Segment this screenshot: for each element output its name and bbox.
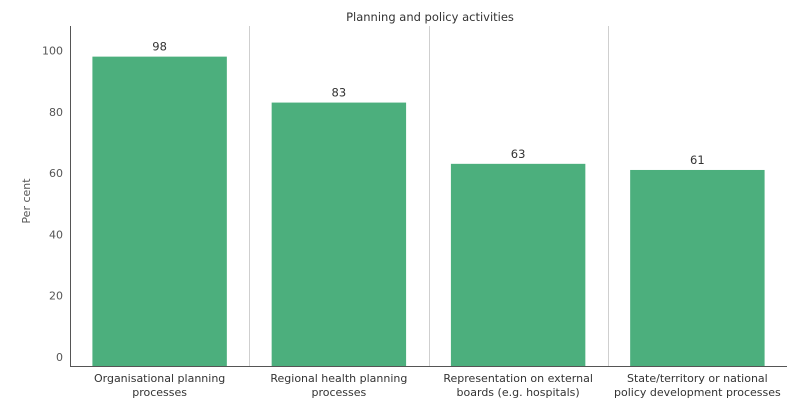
bar-value-label: 63 — [511, 147, 526, 161]
y-tick-label: 100 — [42, 45, 63, 58]
y-axis-ticks: 0 20 40 60 80 100 — [42, 45, 63, 364]
category-labels-group: Organisational planningprocessesRegional… — [94, 372, 781, 399]
category-label: Regional health planning — [270, 372, 407, 385]
y-tick-label: 80 — [49, 106, 63, 119]
category-label: boards (e.g. hospitals) — [457, 386, 580, 399]
bar[interactable] — [450, 163, 586, 366]
value-labels-group: 98 83 63 61 — [152, 40, 704, 167]
y-tick-label: 40 — [49, 228, 63, 241]
y-axis-label: Per cent — [20, 178, 33, 224]
bars-group — [92, 56, 765, 367]
bar-value-label: 61 — [690, 153, 705, 167]
bar-value-label: 83 — [332, 86, 347, 100]
y-tick-label: 60 — [49, 167, 63, 180]
y-tick-label: 0 — [56, 351, 63, 364]
bar[interactable] — [92, 56, 227, 367]
chart-title: Planning and policy activities — [346, 10, 514, 24]
category-separators — [249, 26, 609, 366]
category-label: State/territory or national — [627, 372, 768, 385]
category-label: processes — [311, 386, 366, 399]
category-label: Organisational planning — [94, 372, 225, 385]
category-label: processes — [132, 386, 187, 399]
bar[interactable] — [271, 102, 407, 367]
category-label: policy development processes — [614, 386, 781, 399]
y-tick-label: 20 — [49, 290, 63, 303]
bar-value-label: 98 — [152, 40, 167, 54]
bar[interactable] — [630, 169, 765, 366]
category-label: Representation on external — [443, 372, 593, 385]
